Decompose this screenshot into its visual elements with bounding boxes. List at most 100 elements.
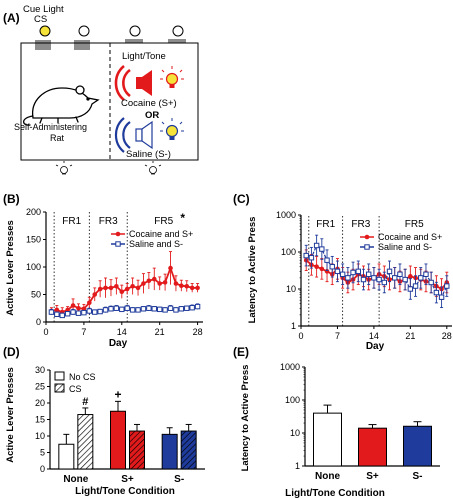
light-tone-light-icon <box>129 25 141 37</box>
x-tick-label: 0 <box>43 327 48 337</box>
legend-label: No CS <box>69 372 96 382</box>
data-point-saline <box>178 306 185 312</box>
bar-splus <box>358 427 387 467</box>
legend-swatch <box>54 383 65 393</box>
data-point-saline <box>54 311 60 318</box>
data-point-saline <box>48 309 55 315</box>
speaker-grate-left <box>125 39 143 43</box>
legend-label: Cocaine and S+ <box>129 229 193 239</box>
cue-light-off-icon <box>78 25 90 37</box>
annotation-plus: + <box>114 387 121 401</box>
data-point-cocaine <box>97 286 103 292</box>
y-tick-label: 100 <box>281 247 296 257</box>
legend-marker <box>364 234 370 240</box>
data-point-cocaine <box>162 280 168 285</box>
rat-label-line1: Self-Administering <box>14 122 87 132</box>
data-point-saline <box>365 271 372 277</box>
phase-label: FR1 <box>316 219 335 230</box>
data-point-saline <box>184 305 190 311</box>
x-tick-label: 21 <box>405 331 415 341</box>
data-point-saline <box>381 279 388 286</box>
y-tick-label: 50 <box>31 290 41 300</box>
series-line-cocaine <box>51 265 198 314</box>
bar-no-cs <box>110 410 126 470</box>
data-point-saline <box>433 289 440 296</box>
data-point-cocaine <box>151 276 157 282</box>
data-point-cocaine <box>54 307 60 313</box>
data-point-saline <box>189 305 195 311</box>
cue-light-title: Cue Light <box>23 4 64 15</box>
data-point-saline <box>75 310 82 316</box>
panel-e-xlabel: Light/Tone Condition <box>285 488 385 499</box>
y-tick-label: 100 <box>285 395 300 405</box>
panel-c-letter: (C) <box>233 192 250 206</box>
data-point-saline <box>308 255 315 261</box>
legend-label: Cocaine and S+ <box>378 232 442 242</box>
data-point-saline <box>167 305 174 311</box>
legend-swatch <box>54 371 65 381</box>
data-point-saline <box>313 242 320 249</box>
data-point-saline <box>412 283 419 289</box>
house-light-icon-2 <box>144 161 162 175</box>
data-point-saline <box>173 307 179 313</box>
data-point-saline <box>334 268 341 275</box>
data-point-cocaine <box>157 281 162 286</box>
bar-cs <box>129 430 145 470</box>
cocaine-label: Cocaine (S+) <box>121 98 177 109</box>
data-point-saline <box>397 271 403 277</box>
data-point-saline <box>303 252 309 259</box>
x-tick-label: 14 <box>369 331 379 341</box>
panel-d-letter: (D) <box>3 345 20 359</box>
data-point-saline <box>324 257 330 263</box>
panel-e-letter: (E) <box>233 345 249 359</box>
x-tick-label: 28 <box>442 331 452 341</box>
data-point-saline <box>360 276 367 283</box>
data-point-cocaine <box>135 285 141 291</box>
speaker-grate-right <box>168 39 186 43</box>
panel-e-ylabel: Latency to Active Press <box>240 365 251 472</box>
data-point-cocaine <box>108 285 114 291</box>
rat-icon <box>22 85 100 126</box>
y-tick-label: 100 <box>26 262 41 272</box>
data-point-saline <box>319 246 325 252</box>
data-point-saline <box>418 275 424 281</box>
light-tone-light-icon-2 <box>172 25 184 37</box>
panel-d-xlabel: Light/Tone Condition <box>75 486 175 497</box>
y-tick-label: 0 <box>36 317 41 327</box>
data-point-saline <box>386 268 393 275</box>
x-tick-label: 7 <box>81 327 86 337</box>
data-point-saline <box>392 275 398 281</box>
speaker-blue-icon <box>114 117 153 153</box>
data-point-saline <box>162 307 168 313</box>
bar-none <box>313 412 342 467</box>
panel-c-ylabel: Latency to Active Press <box>247 217 258 324</box>
data-point-saline <box>407 286 414 292</box>
data-point-saline <box>194 303 201 310</box>
data-point-cocaine <box>141 281 146 286</box>
data-point-saline <box>339 271 346 277</box>
y-tick-label: 20 <box>35 398 45 408</box>
bar-cs <box>77 414 94 470</box>
x-tick-label: 28 <box>193 327 203 337</box>
y-tick-label: 10 <box>286 284 296 294</box>
phase-label: FR3 <box>99 216 118 227</box>
y-tick-label: 25 <box>35 382 45 392</box>
y-tick-label: 10 <box>35 431 45 441</box>
data-point-cocaine <box>92 292 98 297</box>
x-tick-label: 7 <box>335 331 340 341</box>
data-point-cocaine <box>103 285 108 291</box>
lightbulb-red-icon <box>160 66 184 88</box>
data-point-saline <box>402 276 408 283</box>
data-point-cocaine <box>76 305 81 311</box>
data-point-saline <box>438 294 445 300</box>
x-tick-label: 0 <box>298 331 303 341</box>
cue-light-on-icon <box>39 25 51 37</box>
data-point-saline <box>345 275 351 281</box>
panel-a-letter: (A) <box>3 11 20 25</box>
bar-no-cs <box>161 433 178 470</box>
legend-marker <box>115 241 121 247</box>
legend-marker <box>364 244 370 250</box>
y-tick-label: 0 <box>40 464 45 474</box>
y-tick-label: 5 <box>40 448 45 458</box>
